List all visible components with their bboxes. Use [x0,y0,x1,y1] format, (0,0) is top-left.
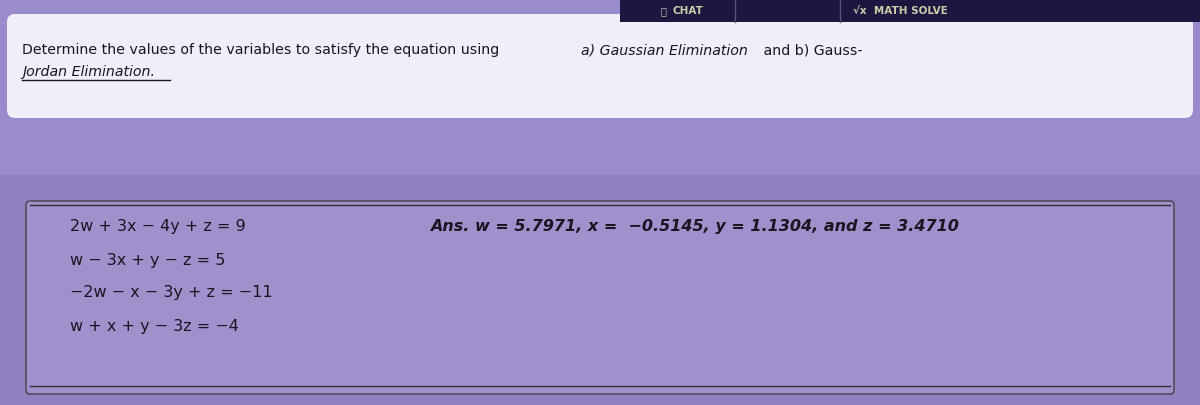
Text: Ans. w = 5.7971, x =  −0.5145, y = 1.1304, and z = 3.4710: Ans. w = 5.7971, x = −0.5145, y = 1.1304… [430,220,959,234]
Text: and b) Gauss-: and b) Gauss- [760,43,863,57]
Text: Determine the values of the variables to satisfy the equation using: Determine the values of the variables to… [22,43,504,57]
Text: −2w − x − 3y + z = −11: −2w − x − 3y + z = −11 [70,286,272,301]
Text: CHAT: CHAT [672,6,703,16]
Text: Jordan Elimination.: Jordan Elimination. [22,65,155,79]
Text: ⎙: ⎙ [660,6,666,16]
FancyBboxPatch shape [0,0,1200,175]
Text: 2w + 3x − 4y + z = 9: 2w + 3x − 4y + z = 9 [70,220,246,234]
Text: w + x + y − 3z = −4: w + x + y − 3z = −4 [70,318,239,333]
FancyBboxPatch shape [7,14,1193,118]
FancyBboxPatch shape [620,0,1200,22]
Text: √x  MATH SOLVE: √x MATH SOLVE [853,6,947,16]
Text: a) Gaussian Elimination: a) Gaussian Elimination [581,43,748,57]
Text: w − 3x + y − z = 5: w − 3x + y − z = 5 [70,252,226,267]
FancyBboxPatch shape [26,201,1174,394]
